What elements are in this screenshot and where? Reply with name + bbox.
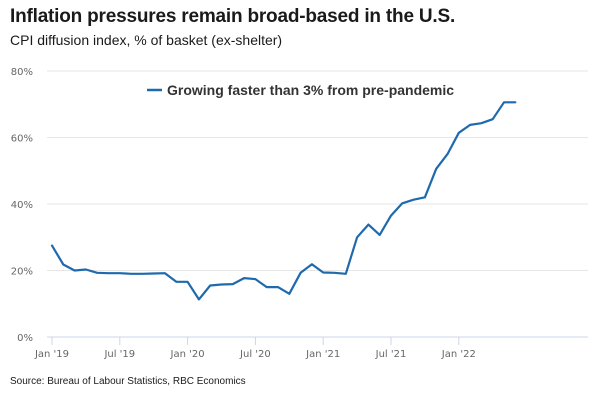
data-point[interactable] <box>72 268 78 274</box>
y-tick-label: 0% <box>17 333 33 344</box>
data-point[interactable] <box>320 269 326 275</box>
data-point[interactable] <box>399 200 405 206</box>
data-point[interactable] <box>286 291 292 297</box>
source-note: Source: Bureau of Labour Statistics, RBC… <box>10 376 246 387</box>
x-tick-label: Jul '19 <box>103 349 135 360</box>
line-chart: 0% 20% 40% 60% 80% Jan '19 Jul '19 Jan '20 Jul … <box>11 67 588 360</box>
x-tick-label: Jan '20 <box>170 349 205 360</box>
chart-subtitle: CPI diffusion index, % of basket (ex-she… <box>10 32 283 48</box>
y-tick-label: 80% <box>11 67 33 78</box>
data-point[interactable] <box>83 267 89 273</box>
y-tick-label: 20% <box>11 267 33 278</box>
chart-title: Inflation pressures remain broad-based i… <box>10 6 456 27</box>
data-point[interactable] <box>354 234 360 240</box>
data-point[interactable] <box>456 130 462 136</box>
data-point[interactable] <box>162 270 168 276</box>
x-tick-label: Jul '20 <box>239 349 271 360</box>
data-point[interactable] <box>196 296 202 302</box>
data-point[interactable] <box>388 213 394 219</box>
gridlines <box>47 70 588 338</box>
data-point[interactable] <box>309 261 315 267</box>
data-point[interactable] <box>49 243 55 249</box>
x-tick-label: Jan '22 <box>441 349 476 360</box>
data-point[interactable] <box>252 276 258 282</box>
x-tick-label: Jan '21 <box>305 349 340 360</box>
data-point[interactable] <box>128 271 134 277</box>
data-point[interactable] <box>139 271 145 277</box>
legend-label[interactable]: Growing faster than 3% from pre-pandemic <box>167 82 454 98</box>
data-point[interactable] <box>219 281 225 287</box>
data-point[interactable] <box>377 232 383 238</box>
data-point[interactable] <box>207 282 213 288</box>
data-point[interactable] <box>60 262 66 268</box>
data-point[interactable] <box>264 284 270 290</box>
data-point[interactable] <box>241 275 247 281</box>
data-point[interactable] <box>422 194 428 200</box>
x-tick-label: Jan '19 <box>34 349 69 360</box>
data-point[interactable] <box>298 270 304 276</box>
data-point[interactable] <box>94 270 100 276</box>
data-point[interactable] <box>117 270 123 276</box>
legend[interactable]: Growing faster than 3% from pre-pandemic <box>147 82 454 98</box>
data-point[interactable] <box>343 271 349 277</box>
y-tick-label: 60% <box>11 134 33 145</box>
data-point[interactable] <box>365 222 371 228</box>
data-point[interactable] <box>275 284 281 290</box>
data-point[interactable] <box>512 99 518 105</box>
series-line <box>50 101 517 301</box>
data-point[interactable] <box>467 122 473 128</box>
data-point[interactable] <box>501 99 507 105</box>
x-tick-label: Jul '21 <box>375 349 407 360</box>
x-axis: Jan '19 Jul '19 Jan '20 Jul '20 Jan '21 Jul '… <box>34 337 476 360</box>
y-axis: 0% 20% 40% 60% 80% <box>11 67 33 344</box>
data-point[interactable] <box>151 270 157 276</box>
data-point[interactable] <box>106 270 112 276</box>
data-point[interactable] <box>230 281 236 287</box>
data-point[interactable] <box>490 116 496 122</box>
data-point[interactable] <box>185 279 191 285</box>
data-point[interactable] <box>173 279 179 285</box>
data-point[interactable] <box>433 166 439 172</box>
series-lines <box>49 99 518 302</box>
data-point[interactable] <box>411 197 417 203</box>
data-point[interactable] <box>332 270 338 276</box>
data-point[interactable] <box>445 151 451 157</box>
y-tick-label: 40% <box>11 200 33 211</box>
data-point[interactable] <box>478 120 484 126</box>
